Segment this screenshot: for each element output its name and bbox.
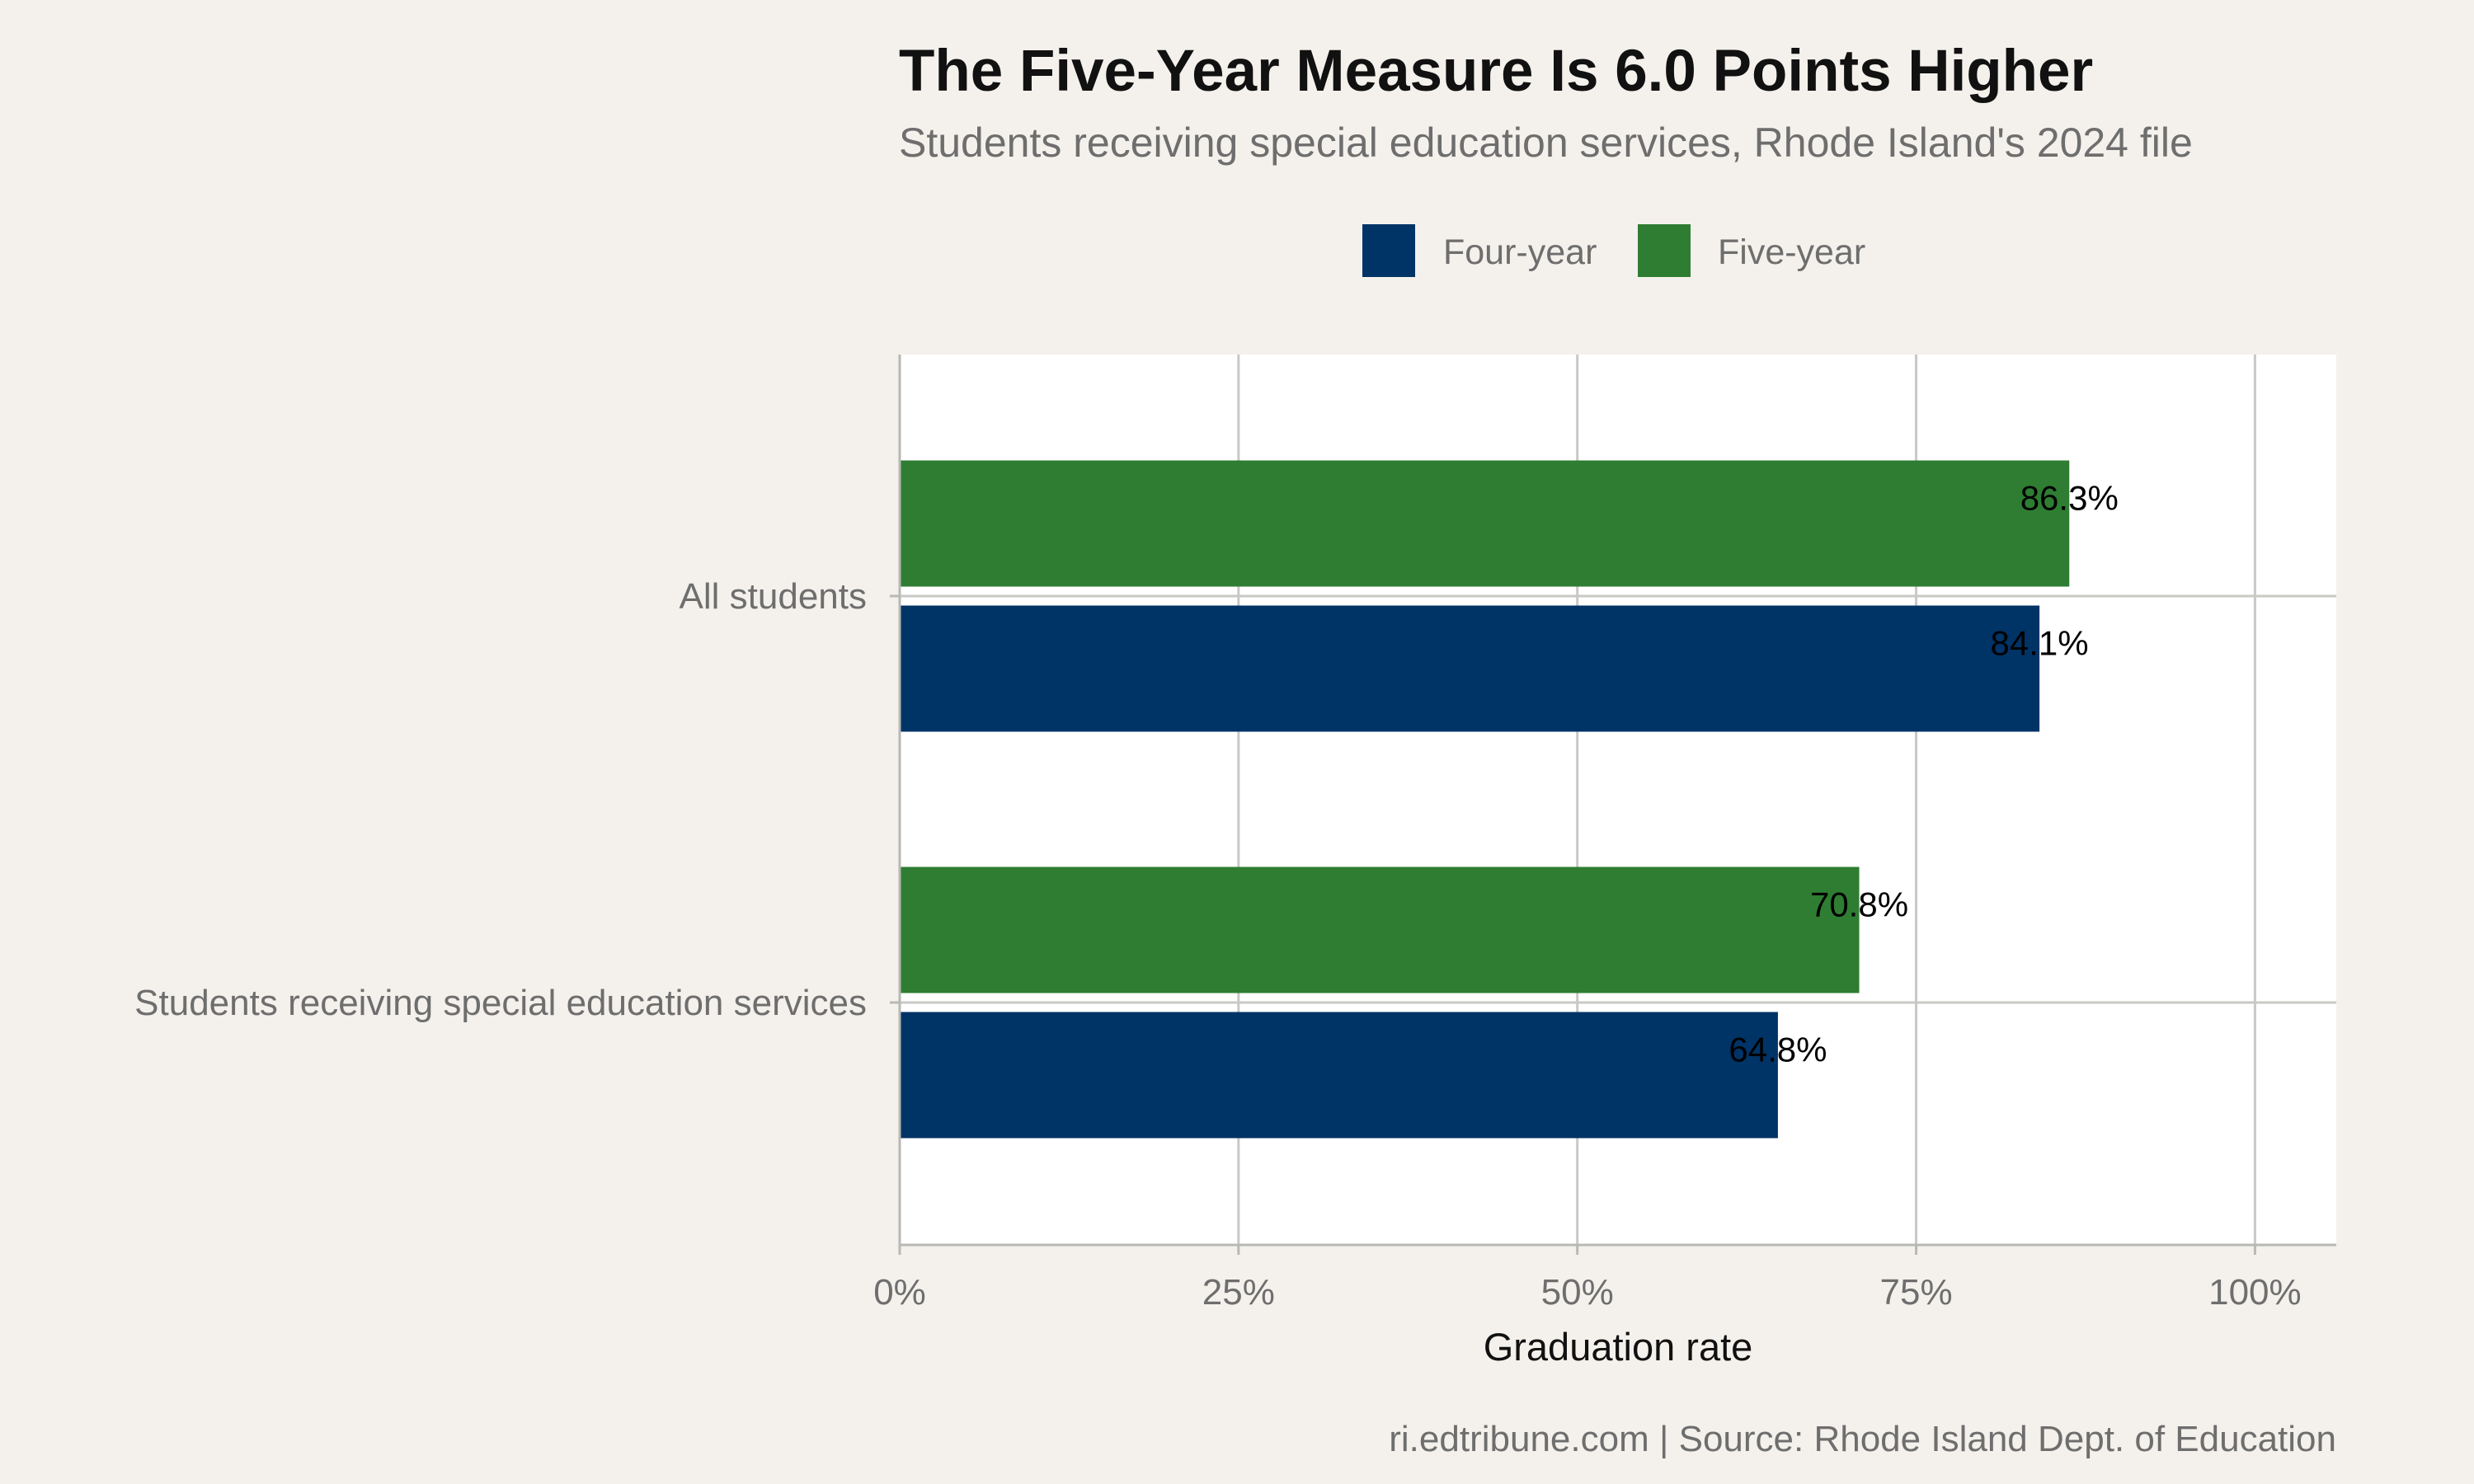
data-label: 64.8% [1729,1031,1827,1069]
chart-caption: ri.edtribune.com | Source: Rhode Island … [1389,1419,2336,1459]
legend-label-four-year: Four-year [1443,232,1597,272]
x-tick-label: 0% [873,1272,926,1313]
bar-five-year [900,460,2070,587]
data-label: 84.1% [1991,624,2089,663]
data-label: 86.3% [2020,479,2119,518]
legend-label-five-year: Five-year [1718,232,1865,272]
x-axis-title: Graduation rate [1484,1325,1753,1369]
chart-title: The Five-Year Measure Is 6.0 Points High… [899,39,2093,104]
legend: Four-year Five-year [1362,224,1865,277]
category-label: All students [680,576,867,617]
bar-four-year [900,605,2040,732]
x-tick-label: 75% [1880,1272,1953,1313]
x-tick-label: 50% [1541,1272,1614,1313]
chart-subtitle: Students receiving special education ser… [899,120,2193,166]
x-tick-label: 25% [1202,1272,1275,1313]
axes: 0% 25% 50% 75% 100% All students Students rece… [134,355,2336,1313]
x-tick-label: 100% [2208,1272,2302,1313]
data-label: 70.8% [1810,885,1908,924]
legend-swatch-four-year [1362,224,1415,277]
data-labels: 86.3% 84.1% 70.8% 64.8% [1729,479,2118,1069]
bars [900,460,2070,1139]
category-label: Students receiving special education ser… [134,983,867,1023]
bar-four-year [900,1012,1778,1139]
bar-five-year [900,866,1860,993]
legend-swatch-five-year [1638,224,1691,277]
